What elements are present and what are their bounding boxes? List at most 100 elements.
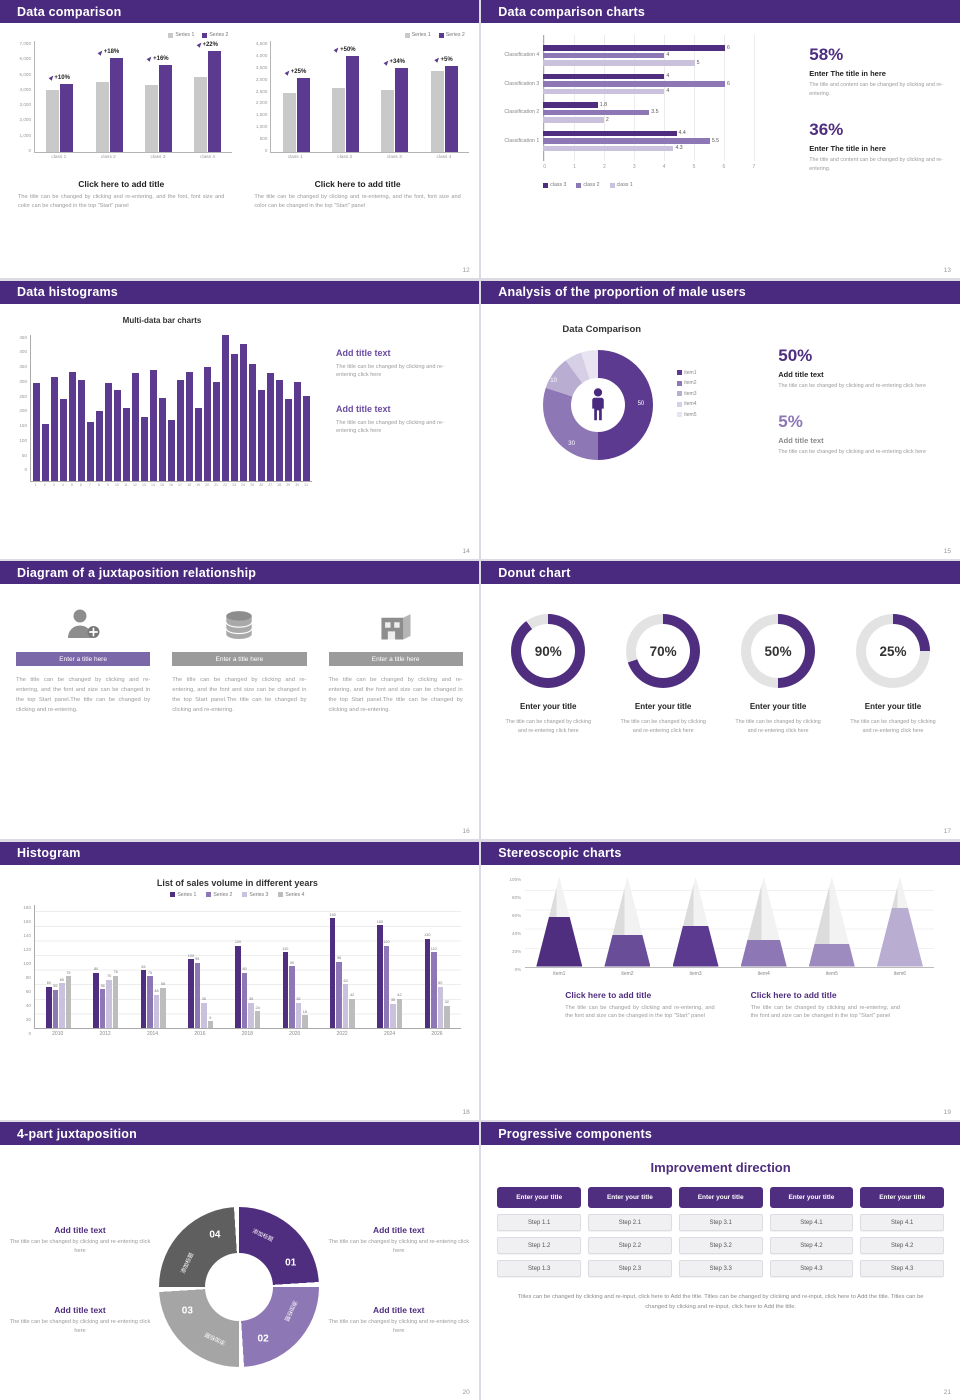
block-title[interactable]: Add title text — [373, 1305, 425, 1315]
step-item[interactable]: Step 4.3 — [769, 1260, 854, 1277]
x-label: 15 — [160, 482, 164, 487]
y-tick-label: 40% — [512, 931, 522, 937]
step-item[interactable]: Step 1.1 — [497, 1214, 581, 1231]
bar: 6 — [543, 45, 755, 51]
bar — [176, 379, 185, 481]
bar-group: 120 80 36 24 — [235, 905, 261, 1028]
legend-swatch-icon — [677, 391, 683, 396]
slide-histogram[interactable]: Histogram List of sales volume in differ… — [0, 841, 479, 1120]
step-item[interactable]: Step 2.3 — [588, 1260, 672, 1277]
y-tick-label: 350 — [19, 364, 27, 370]
step-item[interactable]: Step 1.3 — [497, 1260, 581, 1277]
bar — [221, 334, 230, 481]
segment-number: 01 — [285, 1257, 297, 1269]
slide-juxtaposition-diagram[interactable]: Diagram of a juxtaposition relationship … — [0, 561, 479, 839]
bar: 65 — [59, 978, 65, 1028]
column-header[interactable]: Enter your title — [588, 1187, 672, 1208]
title-bar[interactable]: Enter a title here — [328, 652, 463, 666]
step-item[interactable]: Step 2.2 — [588, 1237, 672, 1254]
block-title[interactable]: Add title text — [336, 347, 391, 358]
donut-title[interactable]: Enter your title — [749, 702, 807, 711]
bar-group: +50% — [321, 41, 370, 152]
donut-title[interactable]: Enter your title — [520, 702, 577, 711]
block-title[interactable]: Click here to add title — [314, 179, 401, 189]
x-label: class 4 — [200, 155, 216, 160]
column-header[interactable]: Enter your title — [860, 1187, 944, 1208]
stat-heading[interactable]: Enter The title in here — [809, 144, 886, 154]
title-bar[interactable]: Enter a title here — [172, 652, 307, 666]
bar: 18 — [302, 1010, 308, 1028]
legend-swatch-icon — [438, 32, 444, 38]
legend-label: item3 — [684, 390, 697, 397]
slide-progressive-components[interactable]: Progressive components Improvement direc… — [481, 1122, 960, 1400]
bar — [167, 420, 176, 481]
series2-bar — [395, 68, 409, 152]
legend-item: class 1 — [609, 182, 633, 188]
value-label: 75 — [66, 970, 71, 975]
step-item[interactable]: Step 4.2 — [860, 1237, 944, 1254]
donut-column: 70% Enter your title The title can be ch… — [612, 614, 714, 736]
slide-stereoscopic-charts[interactable]: Stereoscopic charts 100% 80% 60% 40% 20% 0% it… — [481, 841, 960, 1120]
block-title[interactable]: Add title text — [54, 1225, 106, 1235]
value-label: 90 — [289, 960, 294, 965]
segment-label: 添加标题 — [180, 1252, 196, 1275]
x-label: 6 — [79, 482, 82, 487]
x-label: 16 — [169, 482, 173, 487]
stat-heading[interactable]: Add title text — [778, 369, 824, 379]
page-number: 19 — [943, 1108, 951, 1116]
title-bar-label: Enter a title here — [215, 655, 264, 663]
slide-male-users-proportion[interactable]: Analysis of the proportion of male users… — [481, 280, 960, 559]
block-title[interactable]: Add title text — [373, 1225, 425, 1235]
text-block: Click here to add title The title can be… — [751, 990, 900, 1022]
step-item[interactable]: Step 4.1 — [769, 1214, 854, 1231]
block-title[interactable]: Add title text — [54, 1305, 106, 1315]
block-title[interactable]: Click here to add title — [565, 989, 652, 1000]
step-item[interactable]: Step 3.3 — [678, 1260, 763, 1277]
x-label: 11 — [124, 482, 128, 487]
bar: 4 — [543, 52, 755, 58]
legend-label: item4 — [684, 401, 697, 407]
stat-value: 58% — [809, 45, 844, 64]
block-body: The title can be changed by clicking and… — [9, 1239, 151, 1254]
step-item[interactable]: Step 1.2 — [497, 1237, 581, 1254]
y-tick-label: 400 — [19, 349, 27, 355]
bar-group: Classification 1 4.4 5.5 4.3 — [489, 130, 789, 151]
step-item[interactable]: Step 4.1 — [860, 1214, 944, 1231]
y-tick-label: 100 — [19, 437, 27, 443]
block-title[interactable]: Click here to add title — [750, 989, 837, 1000]
step-item[interactable]: Step 3.2 — [678, 1237, 763, 1254]
step-item[interactable]: Step 4.2 — [769, 1237, 854, 1254]
block-title[interactable]: Add title text — [336, 403, 391, 414]
slide-data-histograms[interactable]: Data histograms Multi-data bar charts 45… — [0, 280, 479, 559]
stat-heading[interactable]: Enter The title in here — [809, 69, 886, 78]
legend-swatch-icon — [278, 892, 284, 897]
title-bar[interactable]: Enter a title here — [16, 652, 151, 666]
bar — [149, 370, 158, 481]
growth-label: +5% — [434, 56, 453, 63]
value-label: 32 — [444, 1000, 449, 1005]
column-header[interactable]: Enter your title — [497, 1187, 581, 1208]
column-header[interactable]: Enter your title — [678, 1187, 763, 1208]
x-label: 23 — [232, 482, 237, 487]
slide-donut-chart[interactable]: Donut chart 90% Enter your title The tit… — [481, 561, 960, 839]
legend-swatch-icon — [170, 892, 176, 897]
legend-swatch-icon — [242, 892, 248, 897]
stat-heading[interactable]: Add title text — [778, 436, 824, 446]
block-title[interactable]: Click here to add title — [78, 179, 165, 189]
step-item[interactable]: Step 3.1 — [678, 1214, 763, 1231]
donut-gauge: 90% — [511, 614, 586, 688]
column-header[interactable]: Enter your title — [769, 1187, 854, 1208]
bar: 35 — [390, 998, 396, 1028]
step-item[interactable]: Step 4.3 — [860, 1260, 944, 1277]
slide-4-part-juxtaposition[interactable]: 4-part juxtaposition 01 添加标题 02 添加标题 03 添加标题 0… — [0, 1122, 479, 1400]
legend-swatch-icon — [609, 182, 615, 188]
slide-data-comparison[interactable]: Data comparison Series 1 Series 2 7,000 6,… — [0, 0, 479, 278]
step-item[interactable]: Step 2.1 — [588, 1214, 672, 1231]
donut-title[interactable]: Enter your title — [634, 702, 692, 711]
x-axis-labels: 2010 2012 2014 2016 2018 2020 2022 2024 2026 — [34, 1029, 461, 1037]
block-body: The title can be changed by clicking and… — [336, 419, 444, 435]
cone-shape — [536, 876, 583, 967]
bar: 42 — [396, 993, 403, 1028]
donut-title[interactable]: Enter your title — [864, 702, 922, 711]
